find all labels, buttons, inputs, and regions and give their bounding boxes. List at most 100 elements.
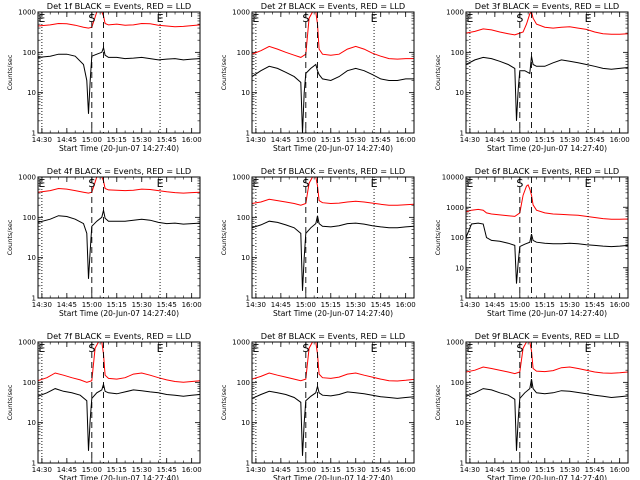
y-tick-label: 1000: [18, 339, 36, 347]
series-line-events: [38, 382, 200, 451]
series-line-events: [252, 63, 414, 133]
series-line-lld: [252, 177, 414, 206]
y-tick-label: 100: [23, 379, 36, 387]
x-tick-label: 16:00: [610, 466, 630, 474]
y-tick-label: 100: [23, 214, 36, 222]
x-tick-label: 15:15: [321, 466, 341, 474]
panel-det-8: Det 8f BLACK = Events, RED = LLD Counts/s…: [220, 331, 416, 480]
x-tick-label: 15:15: [535, 301, 555, 309]
x-tick-label: 15:15: [107, 301, 127, 309]
marker-label: E: [157, 12, 164, 25]
x-axis-label: Start Time (20-Jun-07 14:27:40): [59, 309, 179, 318]
y-tick-label: 10: [455, 89, 464, 97]
marker-label: E: [252, 342, 259, 355]
x-tick-label: 15:45: [585, 301, 605, 309]
y-axis-label: Counts/sec: [6, 384, 14, 420]
x-axis-label: Start Time (20-Jun-07 14:27:40): [273, 309, 393, 318]
marker-label: E: [38, 342, 45, 355]
x-tick-label: 15:30: [132, 136, 152, 144]
x-tick-label: 15:45: [157, 301, 177, 309]
x-tick-label: 16:00: [396, 301, 416, 309]
x-tick-label: 14:45: [271, 136, 291, 144]
x-axis-label: Start Time (20-Jun-07 14:27:40): [59, 144, 179, 153]
series-line-events: [466, 56, 628, 121]
panel-det-6: Det 6f BLACK = Events, RED = LLD Counts/s…: [434, 166, 630, 318]
marker-label: E: [252, 12, 259, 25]
panel-title: Det 5f BLACK = Events, RED = LLD: [261, 166, 405, 176]
x-tick-label: 16:00: [182, 301, 202, 309]
x-tick-label: 15:45: [585, 466, 605, 474]
marker-label: E: [371, 177, 378, 190]
panel-title: Det 7f BLACK = Events, RED = LLD: [47, 331, 191, 341]
panel-title: Det 6f BLACK = Events, RED = LLD: [475, 166, 619, 176]
y-tick-label: 10: [27, 419, 36, 427]
y-axis-label: Counts/sec: [220, 219, 228, 255]
marker-label: S: [302, 177, 309, 190]
x-tick-label: 14:30: [246, 466, 266, 474]
x-tick-label: 16:00: [610, 136, 630, 144]
x-axis-label: Start Time (20-Jun-07 14:27:40): [59, 474, 179, 480]
y-tick-label: 1000: [446, 339, 464, 347]
y-tick-label: 100: [23, 49, 36, 57]
series-line-lld: [38, 12, 200, 29]
x-tick-label: 14:45: [57, 301, 77, 309]
y-tick-label: 1: [246, 295, 250, 303]
marker-label: E: [38, 12, 45, 25]
x-tick-label: 16:00: [610, 301, 630, 309]
plot-frame: [251, 11, 415, 134]
series-line-events: [252, 215, 414, 291]
marker-label: E: [252, 177, 259, 190]
x-tick-label: 15:00: [296, 301, 316, 309]
y-tick-label: 10: [241, 89, 250, 97]
x-tick-label: 15:15: [321, 136, 341, 144]
x-tick-label: 15:15: [107, 466, 127, 474]
series-line-events: [252, 386, 414, 456]
series-line-lld: [466, 12, 628, 36]
x-tick-label: 15:45: [371, 301, 391, 309]
marker-label: E: [585, 12, 592, 25]
series-line-events: [38, 210, 200, 279]
x-tick-label: 15:15: [107, 136, 127, 144]
marker-label: E: [38, 177, 45, 190]
series-line-lld: [252, 342, 414, 382]
x-tick-label: 14:45: [271, 301, 291, 309]
y-tick-label: 1: [32, 460, 36, 468]
marker-label: S: [88, 342, 95, 355]
y-tick-label: 100: [451, 234, 464, 242]
x-tick-label: 14:30: [32, 466, 52, 474]
series-line-lld: [252, 12, 414, 60]
y-tick-label: 1: [32, 295, 36, 303]
y-tick-label: 1: [246, 460, 250, 468]
x-tick-label: 15:45: [371, 136, 391, 144]
panel-title: Det 4f BLACK = Events, RED = LLD: [47, 166, 191, 176]
x-tick-label: 15:45: [157, 136, 177, 144]
y-tick-label: 10: [241, 254, 250, 262]
y-tick-label: 10: [241, 419, 250, 427]
x-tick-label: 14:45: [57, 136, 77, 144]
x-tick-label: 15:00: [510, 301, 530, 309]
panel-title: Det 8f BLACK = Events, RED = LLD: [261, 331, 405, 341]
panel-det-2: Det 2f BLACK = Events, RED = LLD Counts/s…: [220, 1, 416, 153]
panel-det-9: Det 9f BLACK = Events, RED = LLD Counts/s…: [434, 331, 630, 480]
panel-det-7: Det 7f BLACK = Events, RED = LLD Counts/s…: [6, 331, 202, 480]
y-tick-label: 1000: [446, 9, 464, 17]
y-tick-label: 1: [460, 460, 464, 468]
x-tick-label: 15:30: [560, 301, 580, 309]
x-tick-label: 15:15: [535, 466, 555, 474]
x-tick-label: 15:00: [296, 136, 316, 144]
marker-label: E: [371, 12, 378, 25]
x-tick-label: 14:45: [485, 466, 505, 474]
y-tick-label: 100: [237, 379, 250, 387]
x-tick-label: 15:30: [346, 301, 366, 309]
y-tick-label: 1000: [446, 204, 464, 212]
x-tick-label: 15:45: [371, 466, 391, 474]
marker-label: E: [585, 342, 592, 355]
y-axis-label: Counts/sec: [220, 384, 228, 420]
y-tick-label: 10: [27, 89, 36, 97]
x-tick-label: 15:00: [82, 301, 102, 309]
panel-title: Det 2f BLACK = Events, RED = LLD: [261, 1, 405, 11]
x-axis-label: Start Time (20-Jun-07 14:27:40): [273, 474, 393, 480]
y-axis-label: Counts/sec: [434, 384, 442, 420]
plot-frame: [37, 176, 201, 299]
